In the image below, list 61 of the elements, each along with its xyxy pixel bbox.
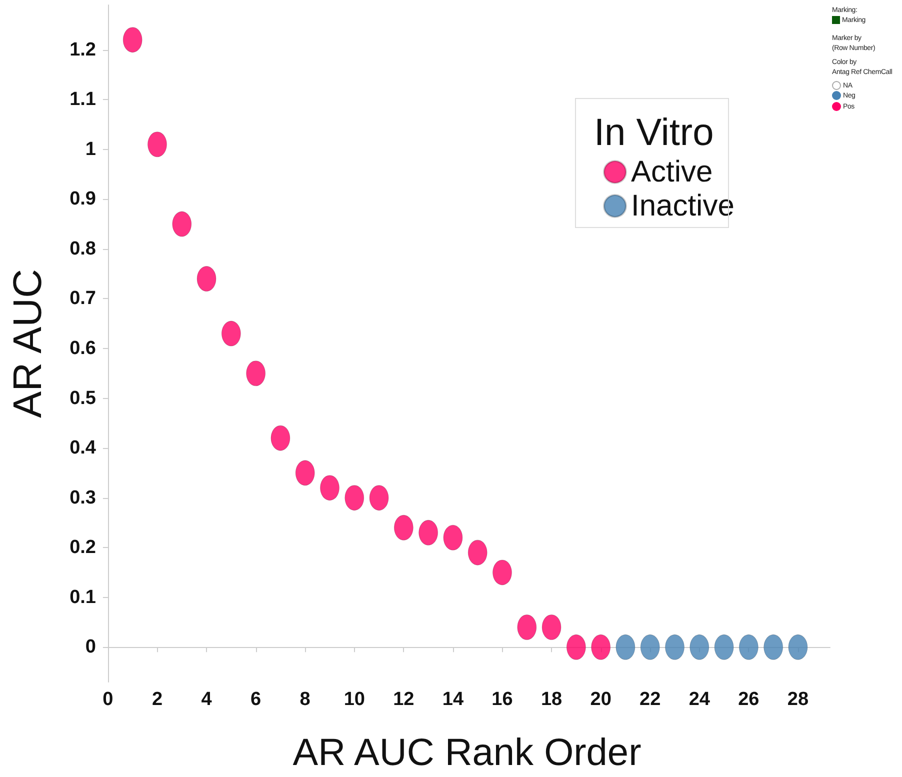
point — [517, 614, 537, 640]
x-tick-label: 6 — [250, 689, 262, 710]
x-tick-label: 12 — [393, 689, 414, 710]
point — [468, 540, 488, 566]
point — [320, 475, 340, 501]
point — [690, 634, 710, 660]
x-tick-label: 24 — [688, 689, 710, 710]
point — [344, 485, 364, 511]
legend-label: Active — [631, 156, 713, 188]
point — [196, 266, 216, 292]
x-axis-title: AR AUC Rank Order — [292, 732, 642, 774]
x-tick-label: 2 — [152, 689, 163, 710]
x-tick-label: 22 — [640, 689, 661, 710]
point — [616, 634, 636, 660]
point — [738, 634, 758, 660]
x-tick-label: 0 — [102, 689, 114, 710]
x-tick-label: 4 — [201, 689, 212, 710]
y-tick-label: 0.5 — [70, 388, 96, 409]
x-tick-label: 18 — [540, 689, 562, 710]
point — [665, 634, 684, 660]
x-tick-label: 14 — [442, 689, 464, 710]
y-tick-label: 0.3 — [70, 487, 96, 508]
x-tick-label: 8 — [300, 689, 310, 710]
x-tick-label: 28 — [787, 689, 809, 710]
point — [295, 460, 315, 486]
y-tick-label: 0.7 — [70, 288, 96, 310]
point — [492, 560, 512, 586]
y-tick-label: 0.9 — [70, 188, 96, 210]
x-tick-label: 26 — [738, 689, 760, 710]
y-tick-label: 0.4 — [70, 438, 96, 459]
y-tick-label: 0.8 — [70, 238, 96, 260]
point — [714, 634, 734, 660]
point — [246, 360, 266, 386]
point — [542, 614, 562, 640]
point — [418, 520, 438, 546]
y-axis-title: AR AUC — [6, 269, 50, 418]
point — [764, 634, 784, 660]
y-tick-label: 1.1 — [70, 89, 96, 110]
point — [443, 524, 463, 550]
point — [148, 132, 167, 158]
point — [591, 634, 611, 660]
x-tick-label: 20 — [590, 689, 612, 710]
y-tick-label: 0.6 — [70, 338, 96, 359]
point — [788, 634, 808, 660]
point — [566, 634, 586, 660]
point — [369, 485, 389, 511]
point — [640, 634, 660, 660]
point — [221, 320, 241, 346]
y-tick-label: 0 — [85, 636, 96, 658]
y-tick-label: 1 — [85, 138, 96, 160]
legend-label: Inactive — [631, 190, 734, 222]
point — [172, 211, 192, 237]
y-tick-label: 1.2 — [70, 39, 96, 60]
x-tick-label: 10 — [344, 689, 365, 710]
x-tick-label: 16 — [492, 689, 513, 710]
point — [270, 425, 290, 451]
y-tick-label: 0.2 — [70, 537, 96, 558]
legend-title: In Vitro — [594, 112, 714, 155]
point — [122, 27, 142, 53]
y-tick-label: 0.1 — [70, 586, 96, 608]
point — [394, 514, 414, 540]
